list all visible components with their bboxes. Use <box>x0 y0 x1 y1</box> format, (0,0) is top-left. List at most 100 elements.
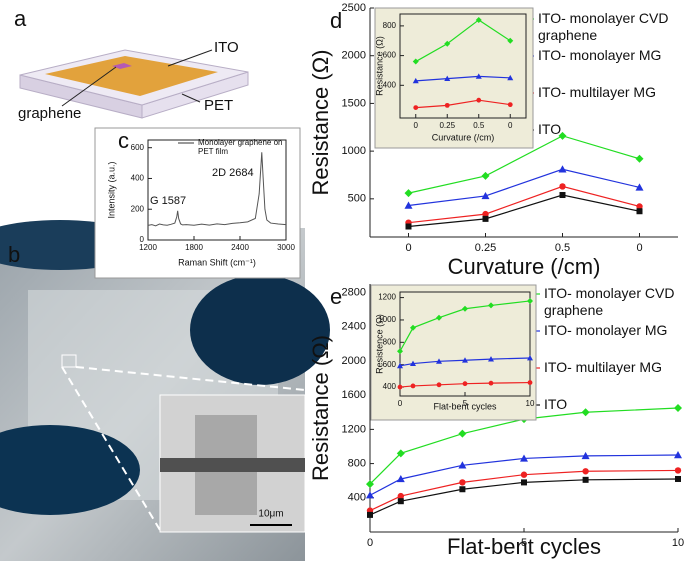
x-tick-label: 10 <box>526 399 535 408</box>
series-line <box>415 19 511 63</box>
x-tick-label: 0 <box>398 399 403 408</box>
marker <box>527 297 533 304</box>
marker <box>397 498 404 505</box>
marker <box>404 189 413 198</box>
legend-label-box: ITO- multilayer MG <box>538 84 656 100</box>
y-tick-label: 600 <box>131 143 145 152</box>
panel-label: a <box>14 6 27 31</box>
marker <box>674 404 682 412</box>
x-axis-label: Curvature (/cm) <box>448 254 601 279</box>
x-tick-label: 0 <box>367 537 373 549</box>
y-tick-label: 0 <box>140 235 145 244</box>
y-tick-label: 2000 <box>342 50 366 62</box>
marker <box>636 203 643 210</box>
y-tick-label: 800 <box>383 337 397 346</box>
glove <box>190 275 330 385</box>
marker <box>481 171 490 180</box>
diagram-a <box>19 49 249 119</box>
x-tick-label: 0 <box>508 121 513 130</box>
legend-label-box: ITO- multilayer MG <box>544 359 662 375</box>
y-tick-label: 1000 <box>378 315 396 324</box>
y-tick-label: 500 <box>348 193 366 205</box>
marker <box>462 381 468 387</box>
x-tick-label: 5 <box>521 537 527 549</box>
x-tick-label: 0.5 <box>473 121 485 130</box>
marker <box>397 362 403 369</box>
electrode-band <box>160 458 305 472</box>
plot-frame <box>147 139 287 241</box>
y-tick-label: 2800 <box>342 286 366 298</box>
marker <box>367 511 373 518</box>
legend-label-box: ITO <box>538 121 561 137</box>
series-line <box>415 75 511 82</box>
marker <box>521 479 527 486</box>
marker <box>558 165 567 173</box>
marker <box>582 468 589 475</box>
annotation: 2D 2684 <box>212 167 254 179</box>
marker <box>462 357 468 363</box>
leader <box>61 66 117 107</box>
series-line <box>369 454 679 496</box>
marker <box>674 451 682 459</box>
y-tick-label: 1600 <box>342 389 366 401</box>
legend-label-box: ITO- monolayer CVD graphene <box>538 10 669 43</box>
y-axis-label: Resistance (Ω) <box>308 335 333 481</box>
x-tick-label: 5 <box>463 399 468 408</box>
legend-label: Monolayer graphene on PET film <box>198 138 283 156</box>
y-axis-label: Intensity (a.u.) <box>106 161 116 218</box>
marker <box>636 208 643 215</box>
series-line <box>369 478 679 516</box>
x-tick-label: 2400 <box>231 243 249 252</box>
legend-label: ITO- multilayer MG <box>544 359 662 375</box>
marker <box>436 358 442 364</box>
marker <box>413 105 419 110</box>
marker <box>482 215 489 222</box>
marker <box>527 354 533 361</box>
x-axis-label: Flat-bent cycles <box>433 401 497 411</box>
series-line <box>369 469 679 512</box>
inset-bg <box>370 284 537 421</box>
marker <box>674 467 682 474</box>
marker <box>436 314 442 321</box>
y-axis-label: Resistence (Ω) <box>374 314 384 374</box>
marker <box>559 183 566 190</box>
series-line <box>408 135 640 194</box>
y-tick-label: 400 <box>131 174 145 183</box>
y-axis-label: Resistance (Ω) <box>374 36 384 96</box>
zoom-line <box>61 366 161 531</box>
annotation: G 1587 <box>150 195 186 207</box>
legend-label-box: ITO- monolayer MG <box>538 47 661 63</box>
legend-label-box: ITO- monolayer CVD graphene <box>544 285 675 318</box>
y-tick-label: 1000 <box>342 145 366 157</box>
x-tick-label: 1800 <box>185 243 203 252</box>
marker <box>475 73 482 79</box>
graphene-layer <box>112 63 132 69</box>
y-axis-label: Resistance (Ω) <box>308 49 333 195</box>
scale-bar-label: 10μm <box>258 509 283 520</box>
series-line <box>147 152 287 227</box>
plot-frame <box>399 13 527 119</box>
marker <box>410 383 416 389</box>
x-tick-label: 0.5 <box>555 242 570 254</box>
marker <box>488 356 494 362</box>
y-tick-label: 1500 <box>342 97 366 109</box>
marker <box>581 408 590 417</box>
legend-label: ITO- monolayer CVD graphene <box>544 285 675 318</box>
marker <box>412 77 419 84</box>
panel-label: b <box>8 242 20 267</box>
x-tick-label: 0.25 <box>475 242 496 254</box>
marker <box>444 75 451 82</box>
legend-label: ITO- monolayer CVD graphene <box>538 10 669 43</box>
marker <box>520 454 528 462</box>
panel-label: e <box>330 284 342 309</box>
leader <box>167 49 213 67</box>
series-line <box>369 407 679 485</box>
legend-label-box: Monolayer graphene on PET film <box>198 138 283 156</box>
x-tick-label: 0 <box>414 121 419 130</box>
marker <box>397 348 403 355</box>
y-tick-label: 800 <box>383 21 397 30</box>
marker <box>459 479 466 486</box>
y-tick-label: 400 <box>383 80 397 89</box>
y-tick-label: 600 <box>383 51 397 60</box>
